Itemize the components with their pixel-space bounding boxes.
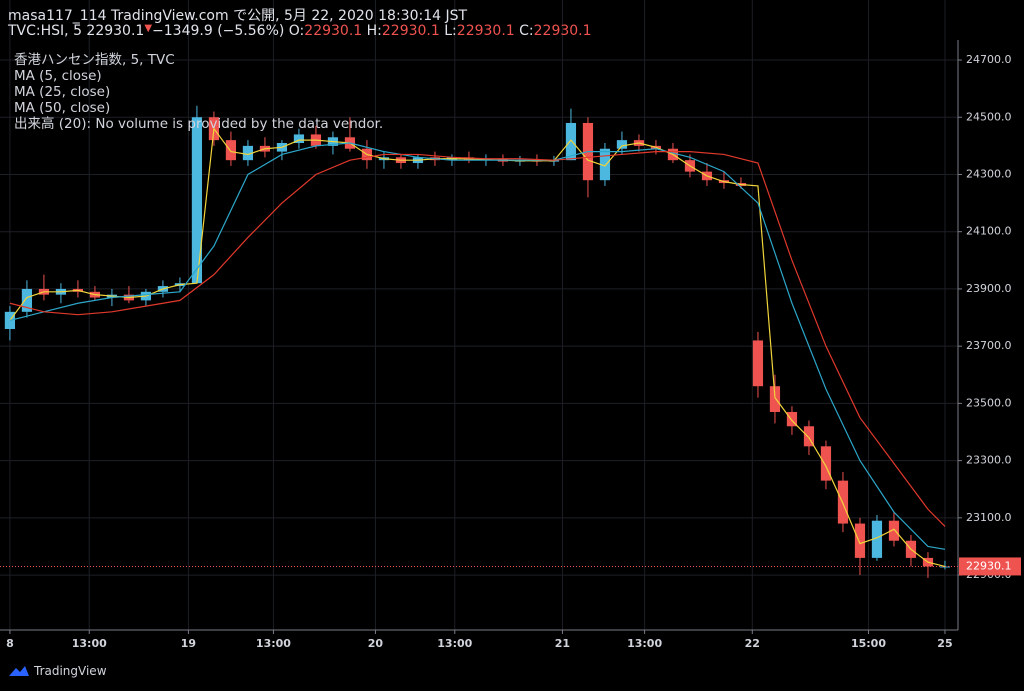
- candle-body: [820, 446, 832, 481]
- x-tick-label: 13:00: [627, 637, 662, 650]
- y-tick-label: 23700.0: [966, 339, 1012, 352]
- candle-body: [293, 134, 305, 144]
- candle-body: [616, 140, 628, 149]
- candle-body: [769, 386, 781, 412]
- x-tick-label: 22: [745, 637, 760, 650]
- logo: [9, 666, 29, 676]
- y-tick-label: 23100.0: [966, 511, 1012, 524]
- legend-ma: MA (50, close): [14, 100, 111, 116]
- candle-body: [752, 340, 764, 387]
- candle-body: [871, 520, 883, 558]
- candle-body: [565, 122, 577, 161]
- ohlc-o-label: O:: [288, 23, 305, 39]
- x-tick-label: 25: [937, 637, 952, 650]
- candle-body: [786, 411, 798, 427]
- candle-body: [225, 140, 237, 161]
- ma-line: [9, 150, 946, 527]
- y-tick-label: 23500.0: [966, 396, 1012, 409]
- x-tick-label: 20: [368, 637, 384, 650]
- y-tick-label: 24700.0: [966, 53, 1012, 66]
- x-tick-label: 13:00: [256, 637, 291, 650]
- footer: TradingView: [8, 664, 107, 678]
- legend-symbol: 香港ハンセン指数, 5, TVC: [14, 52, 175, 68]
- ohlc-l-label: L:: [444, 23, 457, 39]
- ohlc-c: 22930.1: [533, 23, 592, 39]
- legend-ma: MA (5, close): [14, 68, 102, 84]
- publish-line: masa117_114 TradingView.com で公開, 5月 22, …: [8, 8, 468, 24]
- x-tick-label: 19: [181, 637, 196, 650]
- y-tick-label: 23300.0: [966, 454, 1012, 467]
- candle-body: [854, 523, 866, 558]
- x-tick-label: 21: [555, 637, 570, 650]
- y-tick-label: 24300.0: [966, 167, 1012, 180]
- last-price-tag: [959, 557, 1021, 576]
- x-tick-label: 8: [6, 637, 14, 650]
- symbol-line: TVC:HSI, 5 22930.1▼−1349.9 (−5.56%) O:22…: [8, 23, 592, 39]
- change: −1349.9 (−5.56%): [152, 23, 285, 39]
- change-arrow: ▼: [144, 23, 153, 34]
- ohlc-o: 22930.1: [304, 23, 363, 39]
- legend-volume: 出来高 (20): No volume is provided by the d…: [14, 116, 384, 132]
- legend-ma: MA (25, close): [14, 84, 111, 100]
- ohlc-h-label: H:: [366, 23, 382, 39]
- x-tick-label: 13:00: [72, 637, 107, 650]
- brand: TradingView: [34, 664, 107, 678]
- candle-body: [599, 148, 611, 181]
- legend: 香港ハンセン指数, 5, TVC MA (5, close) MA (25, c…: [14, 52, 383, 132]
- y-tick-label: 23900.0: [966, 282, 1012, 295]
- ma-line: [9, 127, 946, 568]
- candle-body: [242, 145, 254, 161]
- symbol: TVC:HSI, 5 22930.1: [8, 23, 145, 39]
- candle-body: [939, 566, 951, 568]
- x-tick-label: 15:00: [851, 637, 886, 650]
- ma-line: [9, 142, 946, 550]
- ohlc-h: 22930.1: [381, 23, 440, 39]
- y-tick-label: 24100.0: [966, 225, 1012, 238]
- candle-body: [803, 426, 815, 447]
- last-price-label: 22930.1: [966, 559, 1012, 572]
- x-tick-label: 13:00: [437, 637, 472, 650]
- candle-body: [191, 117, 203, 284]
- ohlc-c-label: C:: [519, 23, 534, 39]
- candle-body: [888, 520, 900, 541]
- y-tick-label: 24500.0: [966, 110, 1012, 123]
- candle-body: [21, 288, 33, 312]
- ohlc-l: 22930.1: [456, 23, 515, 39]
